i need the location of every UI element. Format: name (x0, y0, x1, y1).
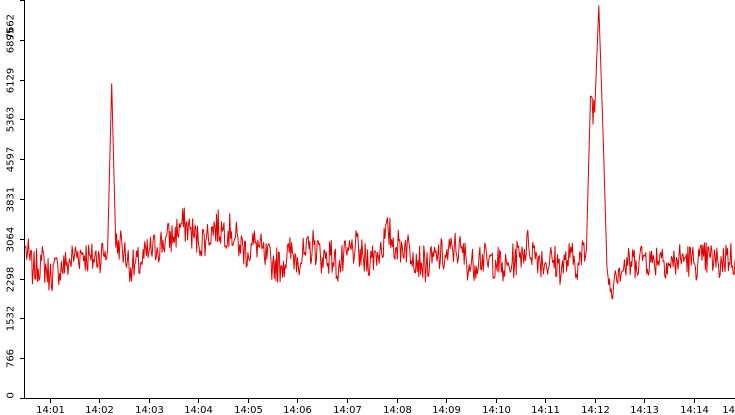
x-tick-label: 14:03 (135, 405, 164, 415)
x-tick-label: 14:12 (581, 405, 610, 415)
y-tick-label: 0 (6, 392, 17, 398)
x-tick-label: 14:11 (531, 405, 560, 415)
x-tick-label: 14:08 (383, 405, 412, 415)
x-tick-label: 14:01 (36, 405, 65, 415)
x-tick-label: 14:05 (234, 405, 263, 415)
y-tick-label: 2298 (6, 267, 17, 292)
series-layer (24, 5, 735, 300)
y-tick-label: 4597 (6, 147, 17, 172)
y-tick-label: 7662 (6, 14, 17, 39)
series-line (24, 5, 735, 300)
x-tick-label: 14:04 (184, 405, 213, 415)
x-tick-label: 14:10 (482, 405, 511, 415)
y-tick-label: 3064 (6, 227, 17, 252)
x-tick-label: 14:13 (630, 405, 659, 415)
y-tick-label: 5363 (6, 107, 17, 132)
x-tick-label: 14:06 (283, 405, 312, 415)
y-tick-label: 3831 (6, 187, 17, 212)
x-tick-label: 14:14 (680, 405, 709, 415)
y-tick-label: 1532 (6, 306, 17, 331)
y-tick-label: 6895 (6, 28, 17, 53)
y-tick-label: 6129 (6, 68, 17, 93)
x-axis-ticks: 14:01 14:02 14:03 14:04 14:05 14:06 14:07 14:08… (36, 398, 735, 415)
x-tick-label: 14 (722, 405, 735, 415)
x-tick-label: 14:07 (333, 405, 362, 415)
x-tick-label: 14:02 (85, 405, 114, 415)
x-tick-label: 14:09 (432, 405, 461, 415)
y-tick-label: 766 (6, 349, 17, 368)
